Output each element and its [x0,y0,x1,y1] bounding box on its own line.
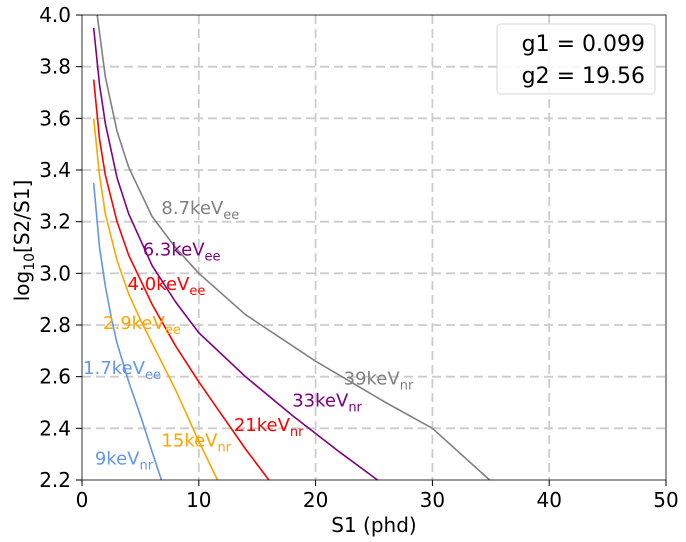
y-tick-label: 3.8 [39,55,71,79]
series-line-3 [92,79,270,481]
y-tick-label: 2.8 [39,313,71,337]
curve-label: 39keVnr [344,368,414,393]
curve-label: 9keVnr [95,449,154,474]
axis-ticks: 0 10 20 30 40 50 2.2 2.4 2.6 2.8 3.0 3.2 3.4 3.6 3.8 4.… [39,3,679,512]
y-tick-label: 4.0 [39,3,71,27]
x-tick-label: 50 [653,488,678,512]
y-tick-label: 2.6 [39,365,71,389]
x-axis-label: S1 (phd) [331,513,416,537]
legend-entry: g2 = 19.56 [522,64,645,89]
curve-label: 15keVnr [161,430,231,455]
y-tick-label: 3.2 [39,210,71,234]
series-line-4 [92,27,378,481]
curve-label: 21keVnr [234,415,304,440]
series-line-5 [96,14,491,481]
curve-label: 4.0keVee [128,274,206,299]
plot-frame [81,14,667,481]
x-tick-label: 0 [76,488,89,512]
curve-label: 33keVnr [292,390,362,415]
x-tick-label: 40 [536,488,561,512]
curves [92,14,491,481]
x-tick-label: 30 [420,488,445,512]
curve-label: 2.9keVee [103,313,181,338]
y-tick-label: 2.2 [39,468,71,492]
y-axis-label: log10[S2/S1] [10,180,38,302]
legend-entry: g1 = 0.099 [522,32,645,57]
series-line-2 [92,118,219,481]
curve-label: 8.7keVee [161,198,239,223]
y-tick-label: 3.4 [39,158,71,182]
curve-label: 1.7keVee [83,358,161,383]
curve-label: 6.3keVee [143,239,221,264]
y-tick-label: 3.6 [39,106,71,130]
y-tick-label: 2.4 [39,416,71,440]
curve-annotations: 8.7keVee 6.3keVee 4.0keVee 2.9keVee 1.7keVee… [83,198,414,474]
x-tick-label: 20 [303,488,328,512]
series-line-1 [92,182,163,481]
legend: g1 = 0.099 g2 = 19.56 [496,23,656,95]
legend-box [496,23,656,95]
x-tick-label: 10 [186,488,211,512]
y-tick-label: 3.0 [39,261,71,285]
